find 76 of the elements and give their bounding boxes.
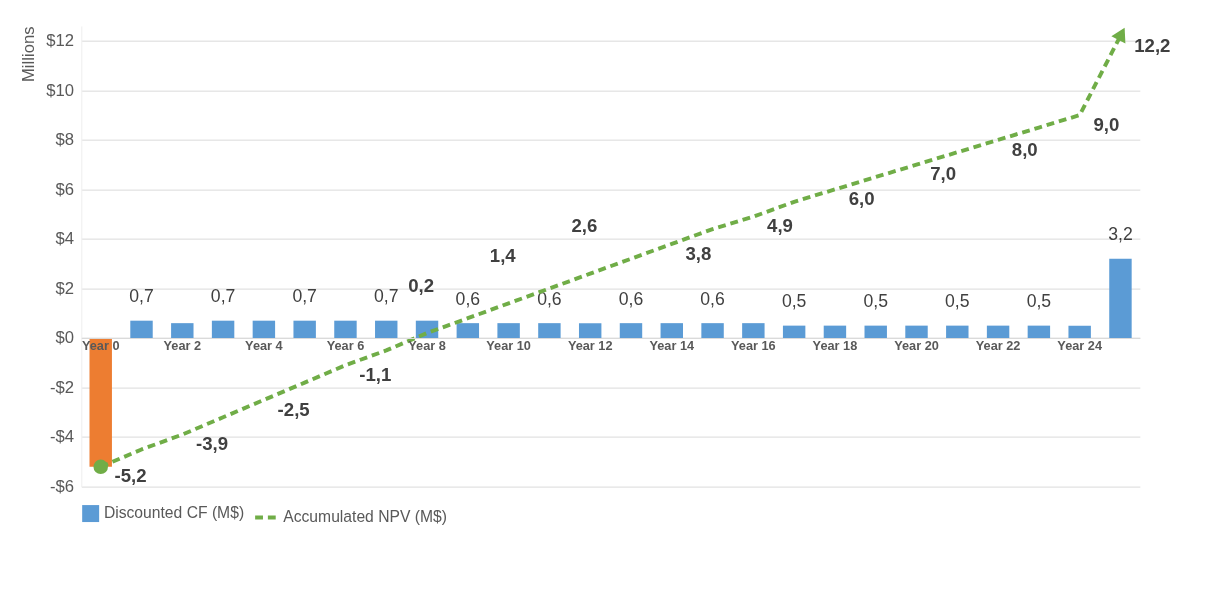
data-label: 12,2 xyxy=(1134,34,1171,56)
bar xyxy=(293,320,316,339)
x-tick-label: Year 16 xyxy=(731,338,776,354)
y-tick-label: $6 xyxy=(55,179,74,199)
data-label: 2,6 xyxy=(571,215,598,237)
bar xyxy=(130,320,153,339)
y-tick-label: $2 xyxy=(55,278,74,298)
bar xyxy=(211,320,235,339)
data-label: 0,6 xyxy=(537,288,562,309)
bar xyxy=(578,323,602,339)
bar xyxy=(1027,325,1051,339)
y-tick-label: $8 xyxy=(55,130,74,150)
data-label: 0,7 xyxy=(292,286,317,307)
data-label: 0,6 xyxy=(618,288,644,309)
y-tick-label: $0 xyxy=(55,328,74,348)
data-label: 3,2 xyxy=(1108,224,1133,245)
bar xyxy=(619,323,643,339)
bar xyxy=(375,320,398,339)
data-label: 6,0 xyxy=(848,188,875,210)
y-tick-label: -$4 xyxy=(49,427,74,447)
data-label: -2,5 xyxy=(277,398,310,420)
data-label: 0,7 xyxy=(129,286,154,307)
bar xyxy=(782,325,806,339)
data-label: -5,2 xyxy=(114,465,147,487)
data-label: 0,5 xyxy=(781,291,807,312)
bar xyxy=(701,323,724,339)
x-tick-label: Year 20 xyxy=(894,338,939,354)
bar xyxy=(252,320,276,339)
data-label: -3,9 xyxy=(196,433,229,455)
data-label: 4,9 xyxy=(767,215,793,237)
bar xyxy=(334,320,357,339)
data-label: 3,8 xyxy=(685,242,712,264)
bar xyxy=(905,325,928,339)
x-tick-label: Year 22 xyxy=(975,338,1021,354)
legend-label: Discounted CF (M$) xyxy=(103,504,245,522)
legend-label: Accumulated NPV (M$) xyxy=(283,508,447,526)
data-label: 0,5 xyxy=(1026,291,1052,312)
bar xyxy=(864,325,887,339)
bar xyxy=(1109,258,1132,339)
x-tick-label: Year 2 xyxy=(163,338,202,354)
data-label: 0,6 xyxy=(700,288,725,309)
y-tick-label: $12 xyxy=(46,31,74,51)
x-tick-label: Year 18 xyxy=(812,338,858,354)
y-tick-label: -$2 xyxy=(49,377,74,397)
bar xyxy=(538,323,561,339)
bar xyxy=(456,323,480,339)
y-tick-label: $10 xyxy=(46,80,74,100)
data-label: 0,7 xyxy=(210,286,236,307)
x-tick-label: Year 12 xyxy=(567,338,613,354)
bar xyxy=(986,325,1010,339)
y-axis-title: Millions xyxy=(19,26,39,83)
data-label: 7,0 xyxy=(930,163,957,185)
bar xyxy=(823,325,847,339)
y-tick-label: $4 xyxy=(55,229,74,249)
data-label: 0,6 xyxy=(455,288,481,309)
data-label: 0,5 xyxy=(863,291,889,312)
x-tick-label: Year 10 xyxy=(486,338,531,354)
data-label: -1,1 xyxy=(359,363,392,385)
data-label: 8,0 xyxy=(1011,138,1038,160)
data-label: 0,2 xyxy=(408,274,435,296)
bar xyxy=(1068,325,1091,339)
bar xyxy=(742,323,765,339)
x-tick-label: Year 6 xyxy=(326,338,365,354)
bar xyxy=(946,325,969,339)
bar xyxy=(171,323,194,339)
y-tick-label: -$6 xyxy=(49,477,74,496)
x-tick-label: Year 4 xyxy=(245,338,284,354)
bar xyxy=(497,323,520,339)
x-tick-label: Year 8 xyxy=(408,338,446,354)
data-label: 1,4 xyxy=(489,245,517,267)
data-label: 0,7 xyxy=(373,286,399,307)
x-tick-label: Year 14 xyxy=(649,338,695,354)
data-label: 0,5 xyxy=(945,291,970,312)
x-tick-label: Year 24 xyxy=(1057,338,1103,354)
data-label: 9,0 xyxy=(1093,113,1120,135)
bar xyxy=(660,323,683,339)
